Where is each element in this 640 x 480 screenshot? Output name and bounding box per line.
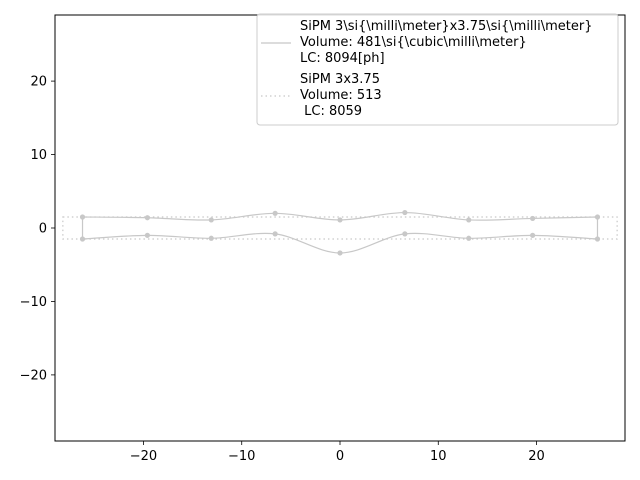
series-solid-lower-curve [82, 232, 598, 254]
data-point-upper [144, 215, 150, 221]
data-point-lower [272, 231, 278, 237]
legend-label-line: SiPM 3\si{\milli\meter}x3.75\si{\milli\m… [300, 19, 593, 34]
y-tick-label: 0 [39, 222, 47, 237]
axis-ticks: −20 −10 0 10 20 −20 −10 0 10 20 [20, 75, 545, 464]
data-point-upper [530, 215, 536, 222]
legend-box [256, 13, 619, 126]
x-tick-label: −10 [228, 449, 255, 464]
data-point-upper [272, 210, 278, 216]
plot-marks [62, 209, 618, 256]
y-tick-label: 10 [30, 148, 47, 163]
legend-label-line: Volume: 481\si{\cubic\milli\meter} [300, 35, 527, 50]
legend-label-line: LC: 8094[ph] [300, 51, 385, 66]
data-point-upper [402, 209, 408, 216]
legend-label-dotted: SiPM 3x3.75 Volume: 513 LC: 8059 [300, 72, 382, 119]
x-tick-label: 20 [528, 449, 545, 464]
y-tick-label: −20 [20, 368, 47, 383]
data-point-upper [208, 217, 214, 223]
data-point-lower [402, 231, 408, 237]
legend-label-line: SiPM 3x3.75 [300, 72, 380, 87]
legend: SiPM 3\si{\milli\meter}x3.75\si{\milli\m… [256, 13, 619, 126]
data-point-lower [144, 232, 150, 238]
y-tick-label: −10 [20, 295, 47, 310]
legend-label-line: LC: 8059 [300, 104, 362, 119]
data-point-lower [208, 235, 214, 241]
legend-label-solid: SiPM 3\si{\milli\meter}x3.75\si{\milli\m… [300, 19, 593, 66]
x-tick-label: 10 [430, 449, 447, 464]
y-tick-label: 20 [30, 75, 47, 90]
data-point-upper [594, 214, 601, 220]
data-point-lower [530, 232, 536, 238]
x-tick-label: 0 [336, 449, 344, 464]
legend-label-line: Volume: 513 [300, 88, 382, 103]
data-point-lower [79, 236, 86, 242]
data-point-upper [466, 217, 472, 223]
data-point-lower [466, 235, 472, 241]
data-point-upper [337, 217, 343, 223]
data-point-upper [79, 214, 86, 220]
x-tick-label: −20 [130, 449, 157, 464]
data-point-lower [337, 250, 343, 256]
data-point-lower [594, 236, 601, 242]
